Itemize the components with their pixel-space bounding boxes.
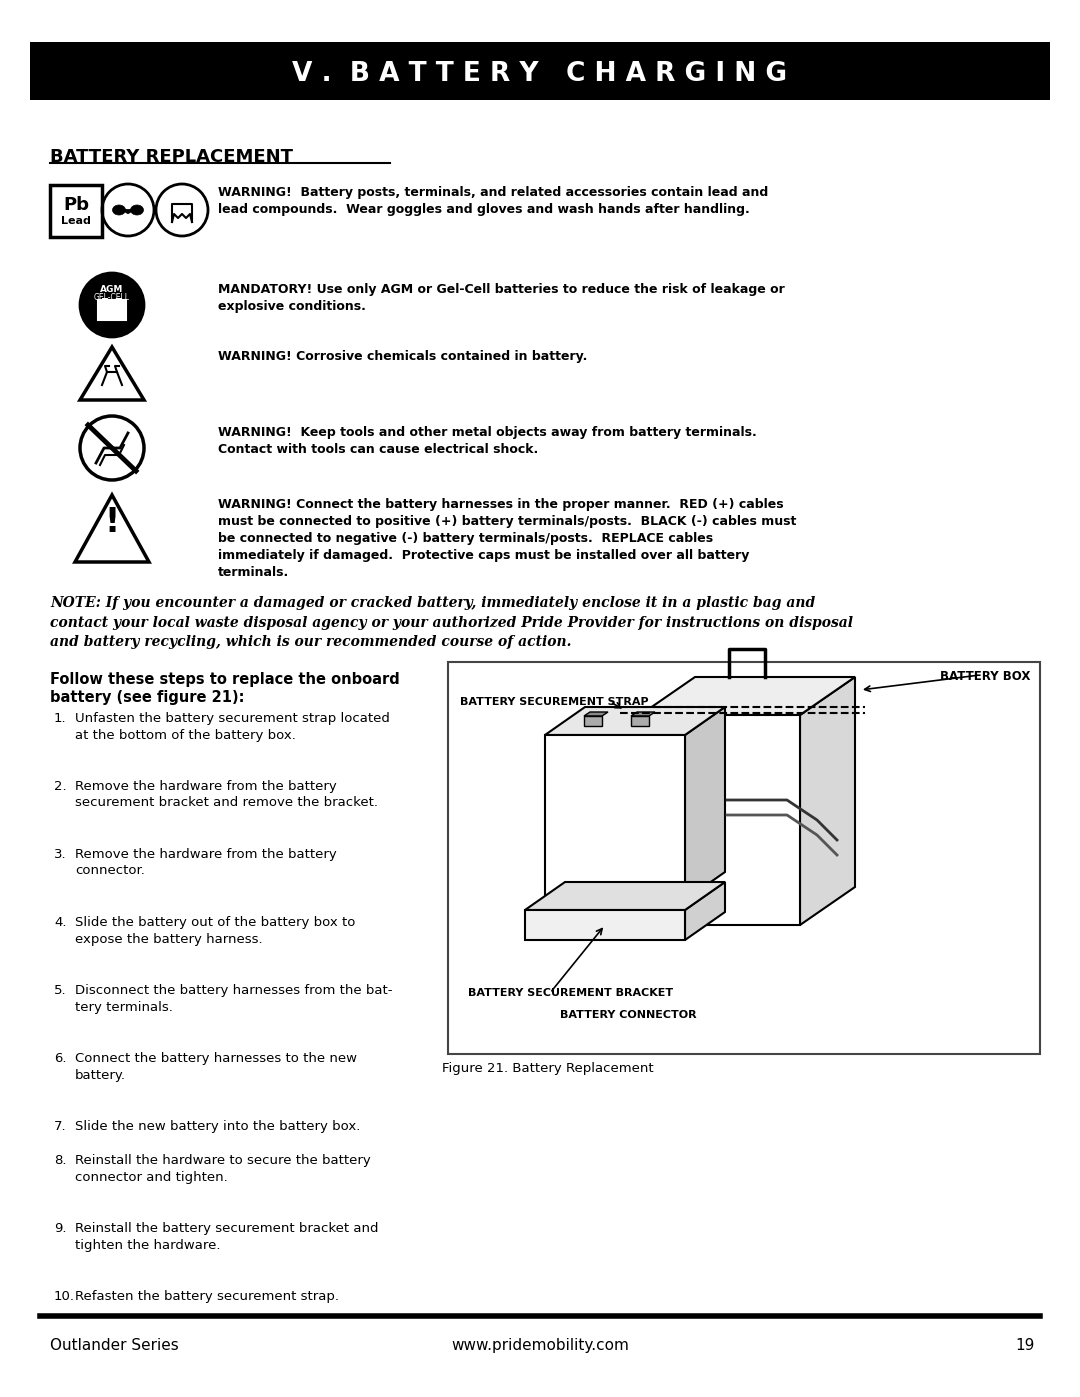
FancyBboxPatch shape: [98, 300, 126, 320]
Text: Lead: Lead: [62, 217, 91, 226]
Polygon shape: [584, 712, 608, 717]
Text: WARNING!  Keep tools and other metal objects away from battery terminals.
Contac: WARNING! Keep tools and other metal obje…: [218, 426, 757, 455]
Text: WARNING!  Battery posts, terminals, and related accessories contain lead and
lea: WARNING! Battery posts, terminals, and r…: [218, 186, 768, 217]
Polygon shape: [631, 712, 654, 717]
Polygon shape: [545, 735, 685, 900]
Text: BATTERY SECUREMENT STRAP: BATTERY SECUREMENT STRAP: [460, 697, 649, 707]
Polygon shape: [525, 882, 725, 909]
Text: BATTERY BOX: BATTERY BOX: [940, 671, 1030, 683]
Text: 5.: 5.: [54, 983, 67, 997]
FancyBboxPatch shape: [102, 298, 108, 302]
Polygon shape: [631, 717, 649, 726]
Text: Unfasten the battery securement strap located
at the bottom of the battery box.: Unfasten the battery securement strap lo…: [75, 712, 390, 742]
Text: GEL-CELL: GEL-CELL: [94, 293, 130, 303]
Text: AGM: AGM: [100, 285, 124, 295]
Text: Remove the hardware from the battery
securement bracket and remove the bracket.: Remove the hardware from the battery sec…: [75, 780, 378, 809]
Text: battery (see figure 21):: battery (see figure 21):: [50, 690, 244, 705]
Polygon shape: [685, 882, 725, 940]
Ellipse shape: [112, 205, 125, 215]
Text: 8.: 8.: [54, 1154, 67, 1166]
Text: www.pridemobility.com: www.pridemobility.com: [451, 1338, 629, 1354]
Text: 9.: 9.: [54, 1222, 67, 1235]
Polygon shape: [640, 678, 855, 715]
Text: 7.: 7.: [54, 1120, 67, 1133]
Text: Slide the new battery into the battery box.: Slide the new battery into the battery b…: [75, 1120, 361, 1133]
Text: Follow these steps to replace the onboard: Follow these steps to replace the onboar…: [50, 672, 400, 687]
Polygon shape: [800, 678, 855, 925]
Text: BATTERY SECUREMENT BRACKET: BATTERY SECUREMENT BRACKET: [468, 988, 673, 997]
Text: BATTERY CONNECTOR: BATTERY CONNECTOR: [561, 1010, 697, 1020]
Text: WARNING! Corrosive chemicals contained in battery.: WARNING! Corrosive chemicals contained i…: [218, 351, 588, 363]
FancyBboxPatch shape: [50, 184, 102, 237]
Text: Outlander Series: Outlander Series: [50, 1338, 179, 1354]
Text: BATTERY REPLACEMENT: BATTERY REPLACEMENT: [50, 148, 293, 166]
Text: 19: 19: [1015, 1338, 1035, 1354]
Text: 1.: 1.: [54, 712, 67, 725]
Text: Reinstall the hardware to secure the battery
connector and tighten.: Reinstall the hardware to secure the bat…: [75, 1154, 370, 1183]
Text: Figure 21. Battery Replacement: Figure 21. Battery Replacement: [442, 1062, 653, 1076]
Text: Pb: Pb: [63, 196, 89, 214]
Polygon shape: [525, 909, 685, 940]
Text: AGM: AGM: [103, 324, 121, 330]
Text: 10.: 10.: [54, 1289, 75, 1303]
Text: 2.: 2.: [54, 780, 67, 793]
Text: !: !: [105, 507, 120, 539]
Text: NOTE: If you encounter a damaged or cracked battery, immediately enclose it in a: NOTE: If you encounter a damaged or crac…: [50, 597, 853, 650]
Text: Connect the battery harnesses to the new
battery.: Connect the battery harnesses to the new…: [75, 1052, 357, 1081]
Text: MANDATORY! Use only AGM or Gel-Cell batteries to reduce the risk of leakage or
e: MANDATORY! Use only AGM or Gel-Cell batt…: [218, 284, 785, 313]
Text: Refasten the battery securement strap.: Refasten the battery securement strap.: [75, 1289, 339, 1303]
FancyBboxPatch shape: [30, 42, 1050, 101]
Text: 3.: 3.: [54, 848, 67, 861]
Text: 4.: 4.: [54, 916, 67, 929]
Polygon shape: [584, 717, 602, 726]
Text: Reinstall the battery securement bracket and
tighten the hardware.: Reinstall the battery securement bracket…: [75, 1222, 378, 1252]
Text: Remove the hardware from the battery
connector.: Remove the hardware from the battery con…: [75, 848, 337, 877]
Polygon shape: [685, 707, 725, 900]
Polygon shape: [640, 715, 800, 925]
FancyBboxPatch shape: [116, 298, 122, 302]
Text: 6.: 6.: [54, 1052, 67, 1065]
Text: WARNING! Connect the battery harnesses in the proper manner.  RED (+) cables
mus: WARNING! Connect the battery harnesses i…: [218, 497, 796, 578]
Ellipse shape: [80, 272, 144, 337]
FancyBboxPatch shape: [448, 662, 1040, 1053]
Text: Disconnect the battery harnesses from the bat-
tery terminals.: Disconnect the battery harnesses from th…: [75, 983, 392, 1013]
Polygon shape: [545, 707, 725, 735]
Ellipse shape: [131, 205, 144, 215]
Text: Slide the battery out of the battery box to
expose the battery harness.: Slide the battery out of the battery box…: [75, 916, 355, 946]
Text: V .  B A T T E R Y   C H A R G I N G: V . B A T T E R Y C H A R G I N G: [293, 61, 787, 87]
